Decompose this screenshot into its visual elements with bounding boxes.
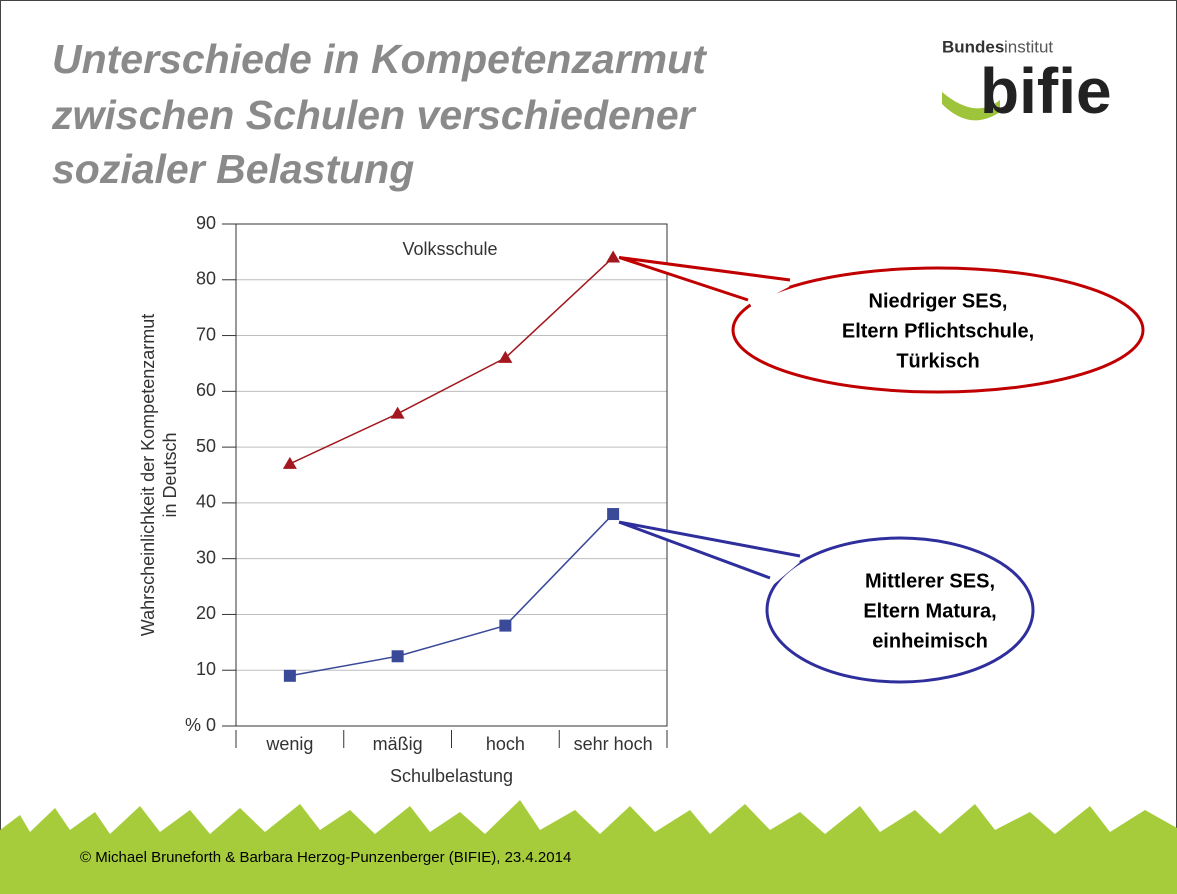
callout-text: Eltern Matura,	[863, 600, 996, 622]
callout-text: Eltern Pflichtschule,	[842, 320, 1034, 342]
y-tick-label: 30	[196, 547, 216, 567]
plot-frame	[235, 223, 668, 727]
logo: Bundes institut bifie	[942, 37, 1112, 127]
marker	[606, 250, 621, 263]
series-line	[289, 513, 614, 677]
annotation: Volksschule	[402, 239, 497, 259]
x-axis-label: Schulbelastung	[390, 766, 513, 786]
callout-text: Niedriger SES,	[869, 290, 1008, 312]
title-line: Unterschiede in Kompetenzarmut	[52, 36, 708, 82]
title-line: sozialer Belastung	[52, 146, 414, 192]
x-tick-label: wenig	[265, 734, 313, 754]
marker	[283, 669, 296, 682]
logo-swoosh	[942, 92, 1000, 121]
x-tick-label: mäßig	[373, 734, 423, 754]
marker	[390, 406, 405, 419]
y-tick-label: 50	[196, 436, 216, 456]
marker	[607, 508, 620, 521]
chart: % 0 10 20 30 40 50 60 70 80 90 wenig mäßig hoch sehr …	[138, 213, 668, 786]
y-tick-label: 20	[196, 603, 216, 623]
y-tick-label: 60	[196, 380, 216, 400]
x-tick-label: hoch	[486, 734, 525, 754]
y-tick-label: 90	[196, 213, 216, 233]
callout-join	[770, 557, 800, 585]
callout-text: Türkisch	[896, 350, 979, 372]
callout-text: Mittlerer SES,	[865, 570, 995, 592]
callout-tail	[618, 255, 791, 302]
footer: © Michael Bruneforth & Barbara Herzog-Pu…	[80, 849, 571, 866]
x-tick-label: sehr hoch	[574, 734, 653, 754]
y-tick-label: 70	[196, 324, 216, 344]
logo-suffix: institut	[1004, 37, 1053, 56]
marker	[498, 350, 513, 363]
logo-name: bifie	[980, 55, 1112, 127]
callout-bubble	[731, 266, 1145, 394]
grass	[0, 800, 1177, 894]
y-tick-label: % 0	[185, 715, 216, 735]
logo-prefix: Bundes	[942, 37, 1004, 56]
callout-join	[748, 281, 790, 307]
series-line	[289, 256, 614, 465]
y-tick-label: 80	[196, 269, 216, 289]
marker	[499, 619, 512, 632]
callout-text: einheimisch	[872, 630, 988, 652]
marker	[391, 650, 404, 663]
marker	[282, 456, 297, 469]
callout-bubble	[765, 536, 1035, 684]
y-axis-label-line: in Deutsch	[160, 432, 180, 517]
callout-tail	[618, 520, 801, 580]
y-tick-label: 10	[196, 659, 216, 679]
y-axis-label: Wahrscheinlichkeit der Kompetenzarmut in …	[138, 314, 180, 636]
y-tick-label: 40	[196, 492, 216, 512]
title-line: zwischen Schulen verschiedener	[51, 92, 697, 138]
y-axis-label-line: Wahrscheinlichkeit der Kompetenzarmut	[138, 314, 158, 636]
